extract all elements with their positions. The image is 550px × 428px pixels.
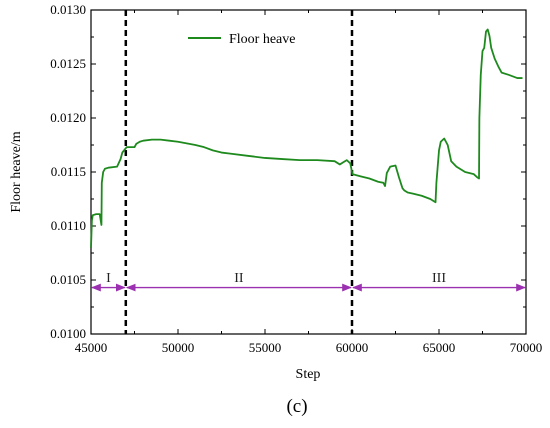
- x-tick-label: 60000: [336, 340, 369, 355]
- stage-label: II: [234, 271, 244, 286]
- legend-label: Floor heave: [229, 32, 295, 47]
- y-tick-label: 0.0125: [50, 56, 86, 71]
- y-tick-label: 0.0115: [51, 164, 86, 179]
- x-tick-label: 55000: [249, 340, 282, 355]
- y-axis-label: Floor heave/m: [9, 131, 24, 212]
- legend: Floor heave: [188, 32, 295, 47]
- x-tick-label: 65000: [423, 340, 456, 355]
- plot-area: [90, 9, 527, 335]
- floor-heave-line: [90, 28, 523, 248]
- y-tick-label: 0.0105: [50, 272, 86, 287]
- x-tick-label: 45000: [75, 340, 108, 355]
- y-tick-label: 0.0110: [51, 218, 86, 233]
- x-axis-label: Step: [296, 367, 321, 382]
- stage-label: III: [432, 271, 446, 286]
- x-tick-label: 70000: [510, 340, 543, 355]
- y-tick-label: 0.0130: [50, 2, 86, 17]
- stage-arrows: I II III: [91, 271, 526, 292]
- x-tick-label: 50000: [162, 340, 195, 355]
- y-tick-label: 0.0100: [50, 326, 86, 341]
- x-axis-ticks: 45000 50000 55000 60000 65000 70000: [75, 10, 543, 355]
- stage-label: I: [106, 271, 111, 286]
- y-tick-label: 0.0120: [50, 110, 86, 125]
- figure-caption: (c): [286, 396, 307, 417]
- y-axis-ticks: 0.0100 0.0105 0.0110 0.0115 0.0120 0.0125 0.01…: [50, 2, 526, 341]
